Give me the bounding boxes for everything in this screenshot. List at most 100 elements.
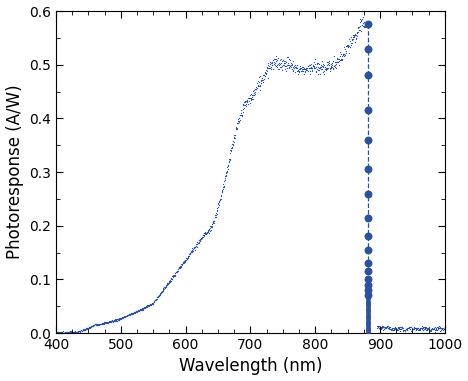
Point xyxy=(263,68,271,74)
Point xyxy=(117,315,125,321)
Point xyxy=(163,281,171,287)
Point xyxy=(403,326,410,332)
Point xyxy=(420,327,428,333)
Point xyxy=(278,64,285,70)
Point xyxy=(58,330,65,336)
Point xyxy=(273,58,280,64)
Point xyxy=(335,59,342,66)
Point xyxy=(230,135,238,141)
Point xyxy=(231,134,238,140)
Point xyxy=(195,239,203,245)
Point xyxy=(295,66,302,72)
Point xyxy=(315,61,323,67)
Point xyxy=(346,44,354,50)
Point xyxy=(433,327,440,333)
Point xyxy=(143,303,151,309)
Point xyxy=(136,307,144,313)
Point xyxy=(205,230,212,236)
Point xyxy=(335,61,343,67)
Point xyxy=(251,86,259,92)
Point xyxy=(194,240,202,246)
Point xyxy=(398,325,406,331)
Point xyxy=(365,287,372,293)
Point xyxy=(71,329,78,335)
Point xyxy=(90,322,98,328)
Point xyxy=(338,56,345,62)
Point xyxy=(110,317,118,323)
Point xyxy=(94,322,102,328)
Point xyxy=(288,66,296,72)
Point xyxy=(246,95,253,101)
Point xyxy=(164,281,171,287)
Point xyxy=(301,67,308,74)
Point xyxy=(117,315,124,322)
Point xyxy=(80,326,87,332)
Point xyxy=(120,313,128,319)
Point xyxy=(129,311,137,317)
Point xyxy=(123,313,131,319)
Point xyxy=(159,287,167,293)
Point xyxy=(170,272,178,279)
Point xyxy=(295,71,302,77)
Point xyxy=(123,312,131,319)
Point xyxy=(282,68,290,74)
Point xyxy=(399,328,407,334)
Point xyxy=(424,326,431,332)
Point xyxy=(143,304,151,310)
Point xyxy=(103,319,110,325)
Point xyxy=(365,137,372,143)
Point xyxy=(280,60,288,66)
Point xyxy=(245,94,253,101)
Point xyxy=(298,68,305,74)
Point xyxy=(98,321,105,327)
Point xyxy=(330,53,337,59)
Point xyxy=(242,103,249,109)
Point xyxy=(374,324,381,330)
Point xyxy=(425,325,433,331)
Point xyxy=(159,288,166,294)
Point xyxy=(133,308,141,314)
Point xyxy=(283,62,291,68)
Point xyxy=(338,53,346,59)
Point xyxy=(379,323,386,329)
Point xyxy=(109,318,117,324)
Point xyxy=(196,237,203,243)
Point xyxy=(204,228,212,234)
Point xyxy=(417,325,425,331)
Point xyxy=(304,65,311,71)
Point xyxy=(316,67,323,73)
Point xyxy=(91,321,98,327)
Point xyxy=(76,328,83,334)
Point xyxy=(163,282,170,288)
Point xyxy=(101,321,108,327)
Point xyxy=(180,258,188,264)
Point xyxy=(195,240,202,246)
Point xyxy=(97,322,104,328)
Point xyxy=(250,87,258,93)
Point xyxy=(93,321,101,327)
Point xyxy=(89,323,97,329)
Point xyxy=(141,305,149,311)
Point xyxy=(365,314,372,320)
Point xyxy=(390,326,397,332)
Point xyxy=(329,66,337,72)
Point xyxy=(365,313,372,319)
Point xyxy=(332,61,340,67)
Point xyxy=(350,32,357,38)
Point xyxy=(234,120,242,126)
Point xyxy=(82,326,90,332)
Point xyxy=(101,320,108,326)
Point xyxy=(54,330,62,336)
Point xyxy=(174,268,182,274)
Point xyxy=(108,318,116,324)
Point xyxy=(199,234,207,240)
Point xyxy=(357,16,364,22)
Point xyxy=(322,64,330,70)
Point xyxy=(365,303,372,309)
Point xyxy=(190,246,197,252)
Point xyxy=(119,314,127,320)
Point xyxy=(146,303,153,309)
Point xyxy=(241,102,249,108)
Point xyxy=(131,309,139,315)
Point xyxy=(242,101,250,107)
